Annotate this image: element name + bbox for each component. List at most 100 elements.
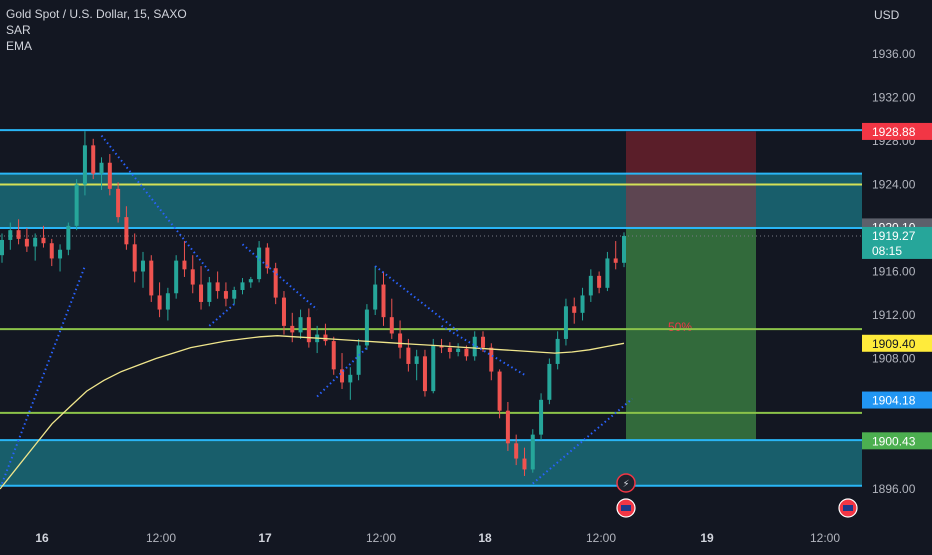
candle-body[interactable] (331, 341, 336, 370)
candle-body[interactable] (530, 434, 535, 470)
indicator-ema[interactable]: EMA (6, 39, 33, 53)
candle-body[interactable] (0, 239, 4, 256)
stop-zone[interactable] (626, 131, 756, 227)
candle-body[interactable] (8, 230, 13, 240)
price-label-box[interactable] (862, 334, 932, 352)
candle-body[interactable] (572, 306, 577, 313)
candle-body[interactable] (157, 295, 162, 310)
candle-body[interactable] (563, 306, 568, 339)
candle-body[interactable] (505, 410, 510, 444)
candle-body[interactable] (389, 317, 394, 334)
candle-body[interactable] (281, 297, 286, 326)
candle-body[interactable] (472, 336, 477, 357)
candle-body[interactable] (240, 282, 245, 290)
candle-body[interactable] (597, 275, 602, 288)
candle-body[interactable] (555, 338, 560, 364)
candle-body[interactable] (348, 374, 353, 383)
price-tick: 1936.00 (872, 47, 916, 61)
candle-body[interactable] (290, 325, 295, 333)
candle-body[interactable] (165, 293, 170, 310)
candle-body[interactable] (622, 235, 626, 263)
candle-body[interactable] (580, 295, 585, 313)
price-axis[interactable] (862, 0, 932, 550)
candle-body[interactable] (58, 249, 63, 259)
price-label: 1919.27 (872, 229, 916, 243)
candle-body[interactable] (74, 184, 79, 226)
candle-body[interactable] (140, 260, 145, 272)
time-tick: 18 (478, 531, 492, 545)
candle-body[interactable] (406, 347, 411, 364)
candle-body[interactable] (364, 309, 369, 346)
candle-body[interactable] (116, 188, 121, 218)
candle-body[interactable] (215, 282, 220, 292)
zone-rect[interactable] (0, 173, 862, 228)
candle-body[interactable] (323, 334, 328, 342)
candle-body[interactable] (199, 284, 204, 302)
candle-body[interactable] (613, 258, 618, 263)
candle-body[interactable] (514, 443, 519, 459)
indicator-sar[interactable]: SAR (6, 23, 31, 37)
candle-body[interactable] (422, 356, 427, 392)
candle-body[interactable] (265, 247, 270, 269)
candle-body[interactable] (41, 237, 46, 244)
candle-body[interactable] (381, 284, 386, 318)
candle-body[interactable] (605, 258, 610, 288)
candle-body[interactable] (481, 336, 486, 348)
position-ratio-label: 50% (668, 320, 692, 334)
candle-body[interactable] (99, 162, 104, 174)
time-tick: 12:00 (586, 531, 616, 545)
candle-body[interactable] (107, 162, 112, 189)
candle-body[interactable] (356, 345, 361, 375)
candle-body[interactable] (149, 260, 154, 296)
symbol-title[interactable]: Gold Spot / U.S. Dollar, 15, SAXO (6, 7, 187, 21)
candle-body[interactable] (539, 399, 544, 435)
candle-body[interactable] (373, 284, 378, 310)
candle-body[interactable] (464, 348, 469, 357)
time-tick: 19 (700, 531, 714, 545)
candle-body[interactable] (174, 260, 179, 294)
candle-body[interactable] (340, 369, 345, 383)
price-label-box[interactable] (862, 432, 932, 450)
candle-body[interactable] (398, 333, 403, 348)
candle-body[interactable] (223, 291, 228, 299)
price-label-box[interactable] (862, 122, 932, 140)
candle-body[interactable] (124, 217, 129, 245)
candle-body[interactable] (456, 348, 461, 352)
lightning-icon[interactable] (616, 473, 636, 493)
target-zone[interactable] (626, 226, 756, 441)
candle-body[interactable] (49, 243, 54, 259)
candle-body[interactable] (414, 356, 419, 364)
candle-body[interactable] (132, 244, 137, 272)
candle-body[interactable] (588, 275, 593, 296)
price-label-box[interactable] (862, 391, 932, 409)
candle-body[interactable] (207, 282, 212, 302)
sar-segment (100, 134, 211, 273)
candle-body[interactable] (547, 363, 552, 400)
candle-body[interactable] (232, 289, 237, 299)
candle-body[interactable] (522, 458, 527, 470)
candle-body[interactable] (66, 225, 71, 250)
candle-body[interactable] (182, 260, 187, 270)
candle-body[interactable] (24, 238, 29, 247)
ema-line[interactable] (0, 335, 625, 490)
candle-body[interactable] (257, 247, 262, 280)
candle-body[interactable] (33, 237, 38, 247)
candle-body[interactable] (497, 371, 502, 411)
candle-body[interactable] (16, 230, 21, 239)
candle-body[interactable] (82, 145, 87, 185)
candle-body[interactable] (489, 347, 494, 372)
price-label-box[interactable] (862, 226, 932, 259)
zone-rect[interactable] (0, 440, 862, 486)
time-axis[interactable] (0, 522, 932, 550)
candle-body[interactable] (447, 347, 452, 352)
candle-body[interactable] (91, 145, 96, 174)
candle-body[interactable] (248, 279, 253, 283)
candle-body[interactable] (273, 268, 278, 298)
candle-body[interactable] (431, 345, 436, 392)
candle-body[interactable] (298, 317, 303, 333)
candle-body[interactable] (306, 317, 311, 343)
candle-body[interactable] (190, 269, 195, 285)
price-tick: 1908.00 (872, 352, 916, 366)
